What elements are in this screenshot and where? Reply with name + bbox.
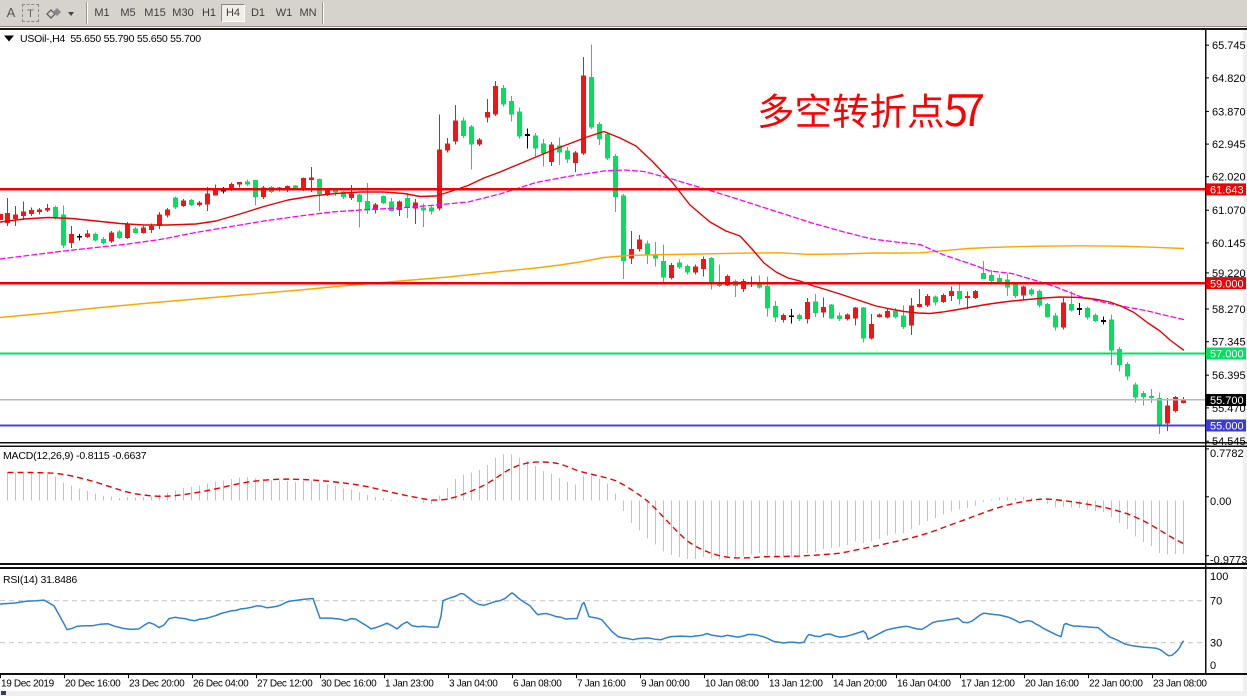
svg-text:59.000: 59.000: [1210, 278, 1244, 290]
svg-text:20 Jan 16:00: 20 Jan 16:00: [1025, 678, 1079, 689]
svg-text:23 Jan 08:00: 23 Jan 08:00: [1153, 678, 1207, 689]
svg-text:7 Jan 16:00: 7 Jan 16:00: [577, 678, 626, 689]
svg-text:56.395: 56.395: [1212, 370, 1246, 382]
svg-text:0.00: 0.00: [1210, 496, 1231, 508]
svg-text:USOil-,H4 55.650 55.790 55.65: USOil-,H4 55.650 55.790 55.650 55.700: [20, 33, 201, 45]
svg-text:30 Dec 16:00: 30 Dec 16:00: [321, 678, 377, 689]
svg-text:30: 30: [1210, 638, 1222, 650]
svg-text:61.643: 61.643: [1210, 185, 1244, 197]
svg-text:62.945: 62.945: [1212, 139, 1246, 151]
svg-text:13 Jan 12:00: 13 Jan 12:00: [769, 678, 823, 689]
svg-text:55.700: 55.700: [1210, 395, 1244, 407]
svg-text:61.070: 61.070: [1212, 205, 1246, 217]
svg-text:0: 0: [1210, 660, 1216, 672]
svg-text:100: 100: [1210, 571, 1228, 583]
svg-text:17 Jan 12:00: 17 Jan 12:00: [961, 678, 1015, 689]
svg-text:57.000: 57.000: [1210, 349, 1244, 361]
svg-text:27 Dec 12:00: 27 Dec 12:00: [257, 678, 313, 689]
svg-text:23 Dec 20:00: 23 Dec 20:00: [129, 678, 185, 689]
svg-text:55.000: 55.000: [1210, 421, 1244, 433]
svg-text:16 Jan 04:00: 16 Jan 04:00: [897, 678, 951, 689]
svg-text:10 Jan 08:00: 10 Jan 08:00: [705, 678, 759, 689]
svg-text:20 Dec 16:00: 20 Dec 16:00: [65, 678, 121, 689]
svg-text:RSI(14) 31.8486: RSI(14) 31.8486: [3, 574, 77, 586]
svg-text:63.870: 63.870: [1212, 106, 1246, 118]
svg-text:19 Dec 2019: 19 Dec 2019: [1, 678, 55, 689]
svg-text:6 Jan 08:00: 6 Jan 08:00: [513, 678, 562, 689]
svg-text:54.545: 54.545: [1212, 436, 1246, 448]
svg-text:59.220: 59.220: [1212, 268, 1246, 280]
svg-text:60.145: 60.145: [1212, 238, 1246, 250]
svg-text:70: 70: [1210, 596, 1222, 608]
svg-text:14 Jan 20:00: 14 Jan 20:00: [833, 678, 887, 689]
svg-text:1 Jan 23:00: 1 Jan 23:00: [385, 678, 434, 689]
svg-text:0.7782: 0.7782: [1210, 448, 1244, 460]
svg-text:64.820: 64.820: [1212, 73, 1246, 85]
svg-text:62.020: 62.020: [1212, 172, 1246, 184]
svg-text:3 Jan 04:00: 3 Jan 04:00: [449, 678, 498, 689]
svg-text:65.745: 65.745: [1212, 40, 1246, 52]
svg-text:-0.9773: -0.9773: [1210, 555, 1247, 567]
svg-text:MACD(12,26,9) -0.8115 -0.6637: MACD(12,26,9) -0.8115 -0.6637: [3, 450, 147, 462]
svg-text:9 Jan 00:00: 9 Jan 00:00: [641, 678, 690, 689]
svg-text:58.270: 58.270: [1212, 304, 1246, 316]
svg-text:57.345: 57.345: [1212, 337, 1246, 349]
svg-text:22 Jan 00:00: 22 Jan 00:00: [1089, 678, 1143, 689]
svg-text:26 Dec 04:00: 26 Dec 04:00: [193, 678, 249, 689]
